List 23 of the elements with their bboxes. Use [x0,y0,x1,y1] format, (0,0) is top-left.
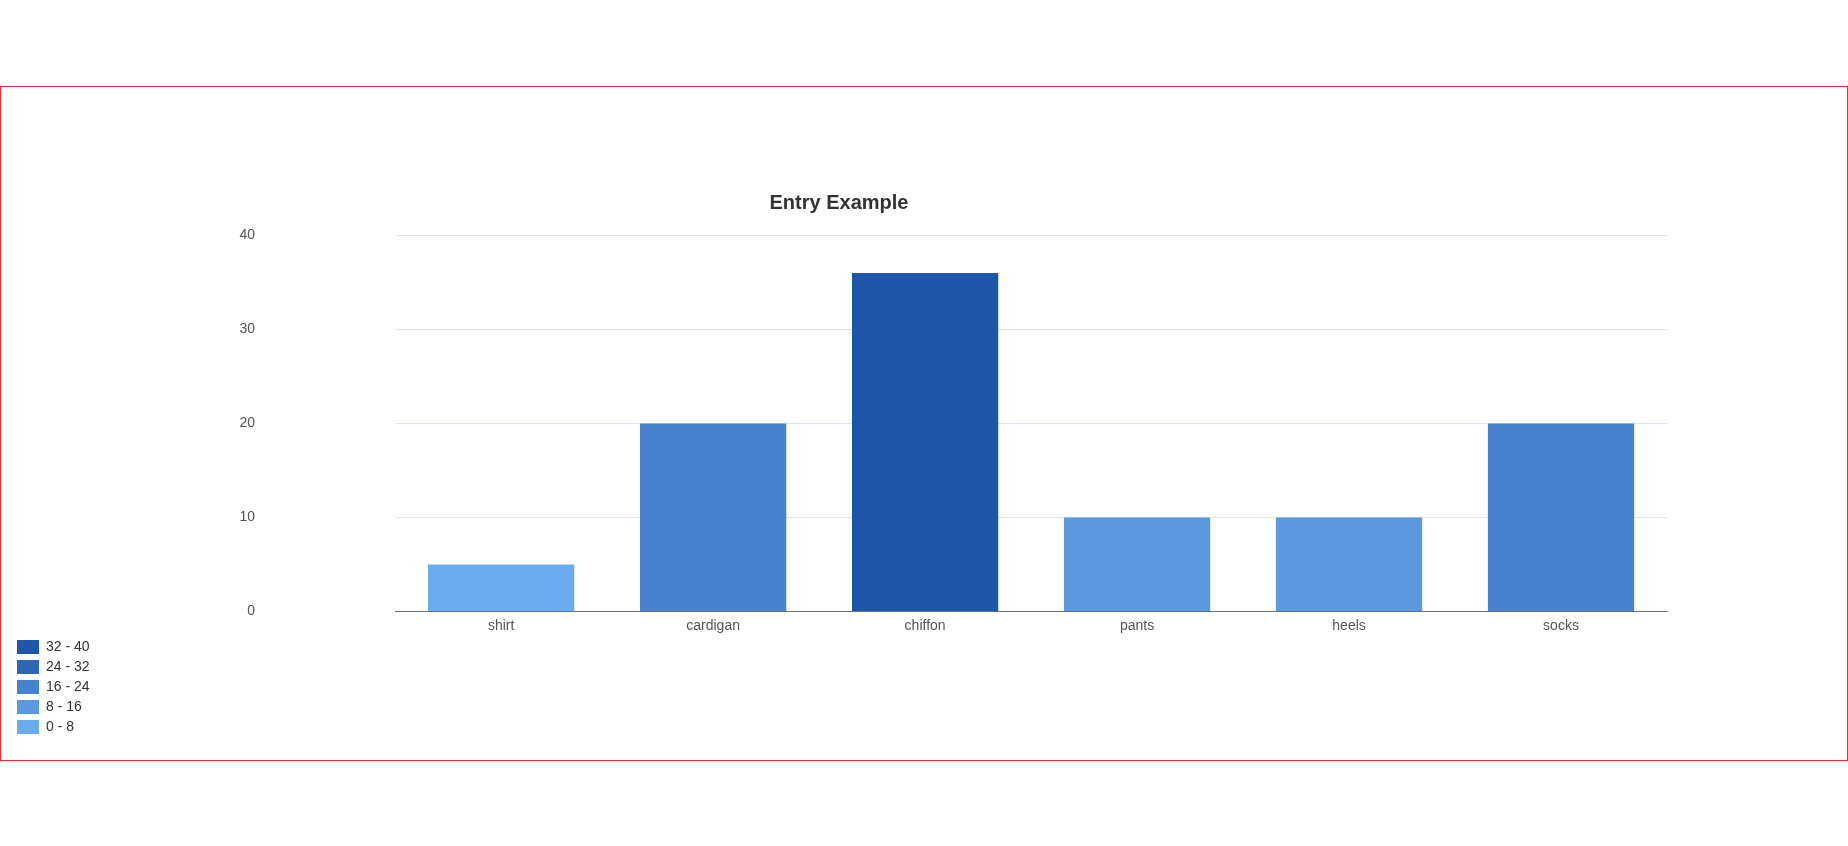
chart-title: Entry Example [769,190,909,213]
legend-label: 32 - 40 [46,637,90,654]
y-tick-label: 40 [239,226,256,243]
x-tick-label: cardigan [686,616,740,633]
bar [1487,423,1635,612]
x-tick-label: shirt [487,616,515,633]
y-tick-label: 0 [247,602,256,619]
bar [1275,517,1423,612]
legend-label: 8 - 16 [46,697,83,714]
bar [1063,517,1211,612]
x-tick-label: pants [1119,616,1155,633]
bar [428,564,575,612]
y-tick-label: 30 [239,320,256,337]
legend-label: 0 - 8 [46,717,75,734]
bar [851,273,999,612]
y-tick-label: 10 [239,508,256,525]
x-tick-label: heels [1332,616,1366,633]
bar [639,423,787,612]
legend-label: 16 - 24 [46,677,90,694]
x-tick-label: socks [1543,616,1579,633]
legend-label: 24 - 32 [46,657,90,674]
y-tick-label: 20 [239,414,256,431]
x-tick-label: chiffon [904,616,946,633]
